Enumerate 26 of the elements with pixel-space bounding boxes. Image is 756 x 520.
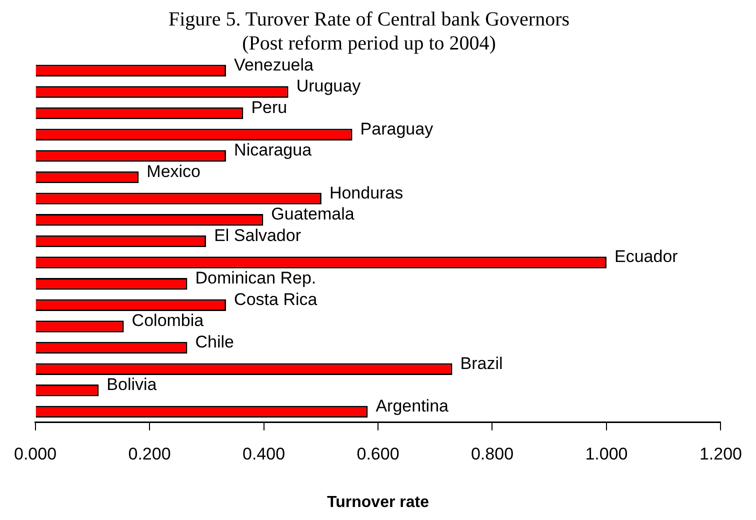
y-tick-label: Chile	[195, 332, 234, 352]
y-tick-label: El Salvador	[214, 226, 302, 245]
y-tick-label: Honduras	[329, 183, 404, 202]
x-tick-label: 1.000	[585, 444, 628, 464]
x-tick-label: 0.200	[128, 444, 171, 464]
x-tick-label: 1.200	[699, 444, 742, 464]
y-tick-label: Bolivia	[106, 375, 158, 394]
x-tick-label: 0.800	[470, 444, 514, 464]
y-tick-label: Costa Rica	[234, 290, 318, 309]
y-tick-label: Dominican Rep.	[195, 268, 316, 288]
chart-title: Figure 5. Turover Rate of Central bank Governors (Post reform period up to 2004)	[168, 8, 570, 54]
y-tick-label: Uruguay	[296, 76, 362, 96]
y-tick-label: Venezuela	[234, 55, 314, 74]
y-tick-label: Colombia	[132, 311, 204, 330]
y-tick-label: Brazil	[460, 354, 503, 373]
x-tick-label: 0.400	[242, 444, 286, 464]
y-tick-label: Guatemala	[271, 204, 355, 224]
x-axis-title: Turnover rate	[327, 494, 430, 511]
y-tick-label: Argentina	[376, 396, 450, 416]
y-tick-label: Paraguay	[360, 119, 434, 138]
y-tick-label: Nicaragua	[234, 140, 312, 160]
y-tick-label: Peru	[251, 98, 288, 117]
x-tick-label: 0.000	[14, 444, 57, 464]
y-tick-label: Ecuador	[614, 247, 678, 266]
x-tick-label: 0.600	[356, 444, 400, 464]
y-tick-label: Mexico	[146, 162, 201, 181]
